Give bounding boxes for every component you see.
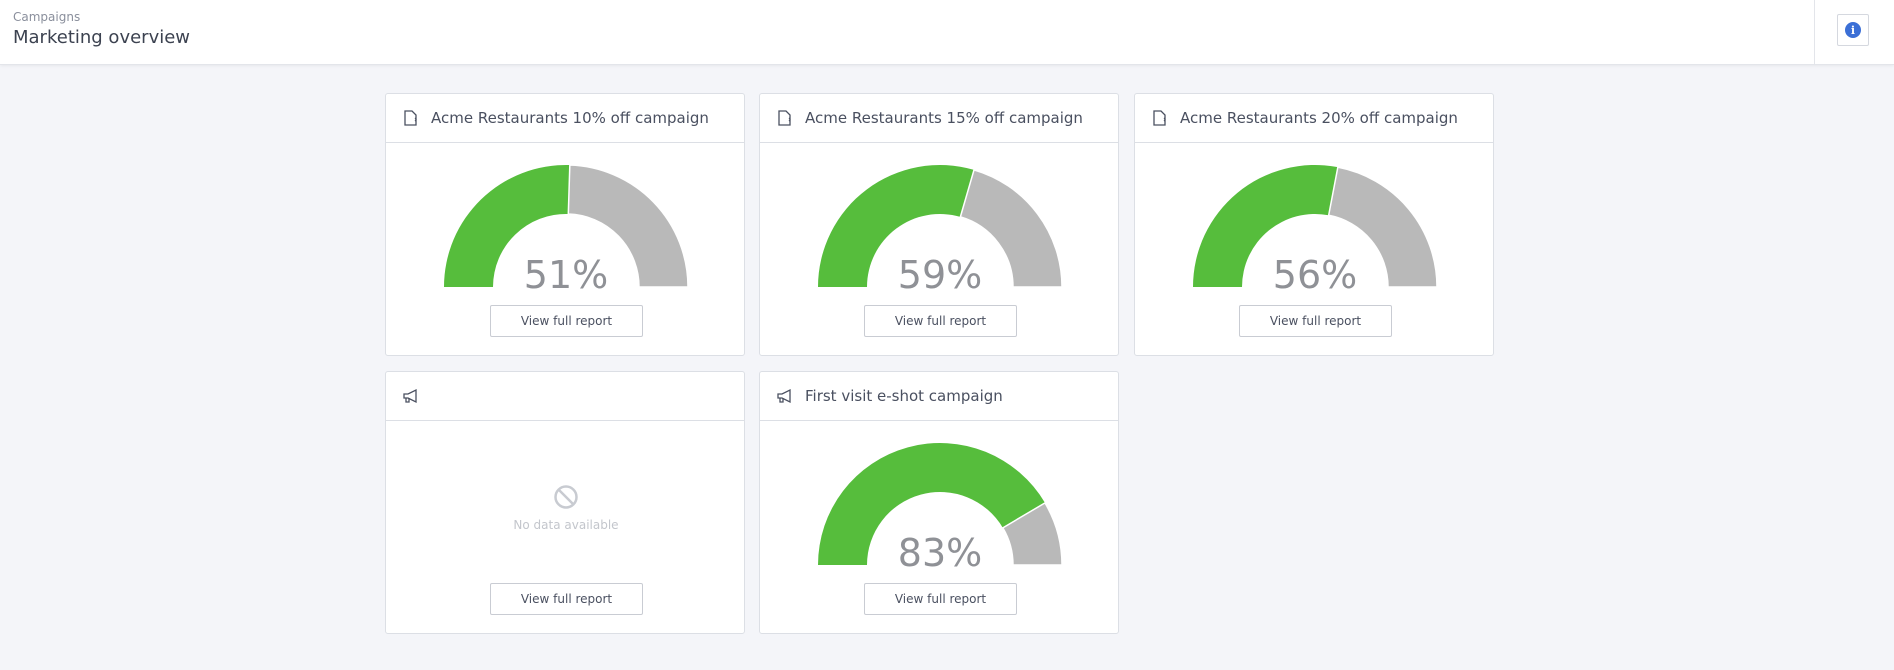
breadcrumb[interactable]: Campaigns (13, 10, 81, 24)
gauge-chart (818, 443, 1063, 566)
card-title: Acme Restaurants 10% off campaign (431, 109, 709, 127)
no-data-icon (554, 485, 578, 509)
card-header (386, 372, 744, 421)
gauge-chart (444, 164, 689, 288)
gauge-arc-remaining (959, 168, 1063, 288)
gauge-percent: 83% (897, 531, 983, 575)
card-header: First visit e-shot campaign (760, 372, 1118, 421)
view-full-report-button[interactable]: View full report (490, 583, 643, 615)
gauge-percent: 51% (523, 253, 609, 297)
campaign-card: First visit e-shot campaign 83% View ful… (759, 371, 1119, 634)
card-title: First visit e-shot campaign (805, 387, 1003, 405)
gauge-arc-remaining (1327, 166, 1438, 288)
gauge-chart (818, 165, 1063, 288)
gauge-chart (1193, 164, 1438, 288)
card-header: Acme Restaurants 10% off campaign (386, 94, 744, 143)
gauge-arc-positive (444, 165, 570, 287)
page-title: Marketing overview (13, 27, 191, 48)
header-divider (1814, 0, 1815, 65)
gauge-percent: 59% (897, 253, 983, 297)
campaign-card: Acme Restaurants 10% off campaign 51% Vi… (385, 93, 745, 356)
info-icon: i (1845, 22, 1861, 38)
card-title: Acme Restaurants 15% off campaign (805, 109, 1083, 127)
campaign-card: Acme Restaurants 20% off campaign 56% Vi… (1134, 93, 1494, 356)
info-button[interactable]: i (1837, 14, 1869, 46)
view-full-report-button[interactable]: View full report (1239, 305, 1392, 337)
voucher-icon (402, 108, 422, 128)
gauge-percent: 56% (1272, 253, 1358, 297)
page-header: Campaigns Marketing overview i (0, 0, 1894, 65)
card-header: Acme Restaurants 15% off campaign (760, 94, 1118, 143)
gauge-arc-positive (1193, 164, 1338, 287)
gauge-arc-remaining (1001, 501, 1063, 566)
card-title: Acme Restaurants 20% off campaign (1180, 109, 1458, 127)
no-data-text: No data available (513, 518, 619, 532)
no-data-placeholder: No data available (386, 484, 746, 532)
campaign-card: Acme Restaurants 15% off campaign 59% Vi… (759, 93, 1119, 356)
megaphone-icon (776, 386, 796, 406)
view-full-report-button[interactable]: View full report (864, 305, 1017, 337)
megaphone-icon (402, 386, 422, 406)
view-full-report-button[interactable]: View full report (864, 583, 1017, 615)
gauge-arc-positive (818, 443, 1046, 565)
card-header: Acme Restaurants 20% off campaign (1135, 94, 1493, 143)
gauge-arc-positive (818, 165, 975, 287)
view-full-report-button[interactable]: View full report (490, 305, 643, 337)
campaign-card: No data available View full report (385, 371, 745, 634)
gauge-arc-remaining (567, 164, 689, 288)
voucher-icon (1151, 108, 1171, 128)
voucher-icon (776, 108, 796, 128)
